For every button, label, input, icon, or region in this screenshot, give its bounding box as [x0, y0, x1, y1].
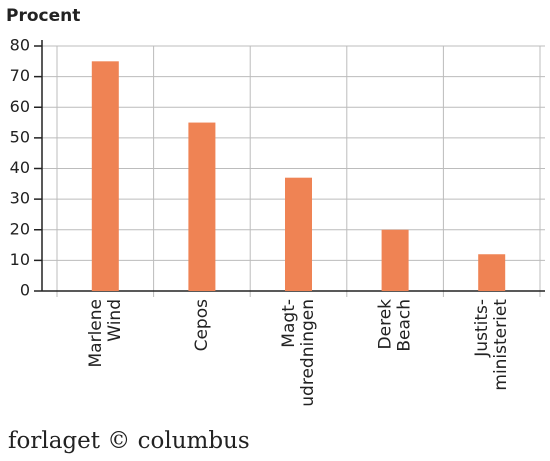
x-tick-label: Cepos [192, 299, 212, 352]
x-tick-label: Magt- [279, 299, 299, 348]
bar [381, 229, 409, 291]
x-tick-label: Marlene [86, 299, 106, 368]
y-tick-label: 80 [10, 36, 30, 55]
chart-title: Procent [6, 6, 80, 26]
y-tick-label: 60 [10, 97, 30, 116]
y-tick-label: 30 [10, 189, 30, 208]
y-tick-label: 50 [10, 127, 30, 146]
y-tick-label: 10 [10, 250, 30, 269]
x-tick-label: ministeriet [491, 299, 511, 391]
y-tick-label: 70 [10, 66, 30, 85]
x-tick-label: Derek [376, 299, 396, 350]
x-tick-label: udredningen [298, 299, 318, 407]
bar [188, 122, 216, 291]
bar [91, 61, 119, 291]
footer: forlaget © columbus [8, 428, 250, 454]
bar [478, 254, 506, 291]
x-tick-label: Wind [105, 299, 125, 342]
bar [285, 177, 312, 291]
x-tick-label: Justits- [472, 299, 492, 358]
y-tick-label: 40 [10, 158, 30, 177]
y-tick-label: 0 [20, 281, 30, 300]
x-tick-label: Beach [395, 299, 415, 352]
y-tick-label: 20 [10, 219, 30, 238]
